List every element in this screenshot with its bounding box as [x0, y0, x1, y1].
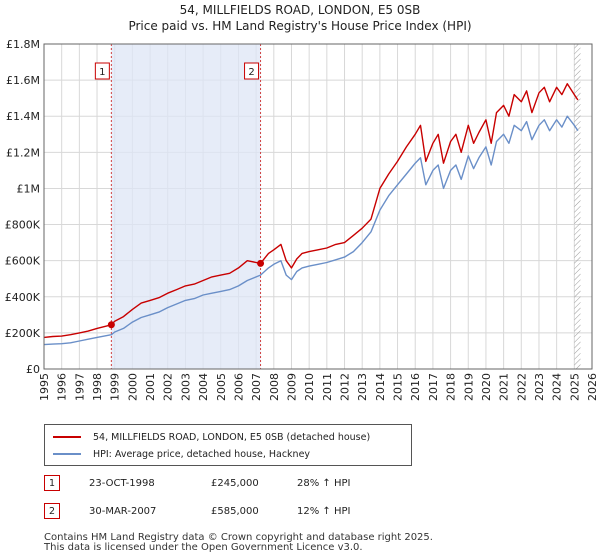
y-tick-label: £1.6M: [6, 74, 40, 87]
x-tick-label: 2009: [285, 373, 298, 401]
transaction-hpi: 28% ↑ HPI: [297, 477, 351, 489]
x-tick-label: 2011: [321, 373, 334, 401]
chart-title: 54, MILLFIELDS ROAD, LONDON, E5 0SB: [179, 3, 421, 17]
x-tick-label: 2020: [480, 373, 493, 401]
transaction-marker-box: [94, 62, 110, 80]
y-tick-label: £200K: [5, 327, 41, 340]
y-tick-label: £800K: [5, 219, 41, 232]
x-tick-label: 2007: [250, 373, 263, 401]
x-tick-label: 2017: [427, 373, 440, 401]
transaction-hpi: 12% ↑ HPI: [297, 505, 351, 517]
y-tick-label: £1.8M: [6, 38, 40, 51]
footer-copyright: Contains HM Land Registry data © Crown c…: [44, 532, 433, 543]
ownership-period-shading: [111, 44, 261, 369]
legend-item-property: 54, MILLFIELDS ROAD, LONDON, E5 0SB (det…: [53, 430, 370, 444]
x-tick-label: 2008: [268, 373, 281, 401]
sale-point: [107, 321, 115, 329]
chart-subtitle: Price paid vs. HM Land Registry's House …: [128, 19, 472, 33]
y-tick-label: £600K: [5, 255, 41, 268]
price-chart: 1 2 £0 £200K £400K £600K £800K £1M £1.2M £1.4M £1…: [5, 38, 599, 401]
property-price-line: [43, 82, 579, 339]
x-tick-label: 2002: [162, 373, 175, 401]
legend-item-hpi: HPI: Average price, detached house, Hack…: [53, 447, 310, 461]
x-tick-label: 2018: [445, 373, 458, 401]
hpi-line: [43, 115, 579, 346]
x-tick-label: 2014: [374, 373, 387, 401]
x-tick-label: 2005: [215, 373, 228, 401]
y-tick-label: £400K: [5, 291, 41, 304]
footer-licence: This data is licensed under the Open Gov…: [44, 542, 363, 553]
x-tick-label: 2003: [179, 373, 192, 401]
x-tick-label: 1996: [56, 373, 69, 401]
chart-legend: 54, MILLFIELDS ROAD, LONDON, E5 0SB (det…: [44, 424, 412, 466]
transaction-date: 23-OCT-1998: [89, 477, 155, 489]
legend-label-hpi: HPI: Average price, detached house, Hack…: [93, 448, 311, 460]
legend-label-property: 54, MILLFIELDS ROAD, LONDON, E5 0SB (det…: [93, 431, 371, 443]
x-tick-label: 1999: [109, 373, 122, 401]
transaction-badge: 1: [44, 475, 60, 491]
transaction-price: £585,000: [211, 505, 259, 517]
future-hatch: [574, 44, 581, 369]
x-tick-label: 2026: [586, 373, 599, 401]
x-tick-label: 2013: [356, 373, 369, 401]
transaction-price: £245,000: [211, 477, 259, 489]
x-tick-label: 2015: [392, 373, 405, 401]
y-tick-label: £1M: [17, 182, 41, 195]
transaction-date: 30-MAR-2007: [89, 505, 157, 517]
x-tick-label: 2025: [568, 373, 581, 401]
plot-border: [43, 43, 593, 370]
transaction-marker-label: 2: [248, 67, 254, 78]
x-tick-label: 2004: [197, 373, 210, 401]
transaction-marker-box: [244, 62, 260, 80]
x-tick-label: 1997: [73, 373, 86, 401]
x-tick-label: 2023: [533, 373, 546, 401]
y-tick-label: £1.4M: [6, 110, 40, 123]
x-tick-label: 2001: [144, 373, 157, 401]
transaction-badge: 2: [44, 503, 60, 519]
x-tick-label: 2000: [126, 373, 139, 401]
x-tick-label: 1998: [91, 373, 104, 401]
y-tick-label: £0: [26, 363, 40, 376]
sale-point: [257, 259, 265, 267]
x-tick-label: 2012: [339, 373, 352, 401]
transaction-row: 1 23-OCT-1998 £245,000 28% ↑ HPI: [44, 474, 444, 492]
x-tick-label: 2021: [498, 373, 511, 401]
y-tick-label: £1.2M: [6, 146, 40, 159]
legend-swatch-red: [53, 436, 81, 438]
x-tick-label: 2024: [551, 373, 564, 401]
x-tick-label: 2019: [462, 373, 475, 401]
legend-swatch-blue: [53, 453, 81, 455]
x-tick-label: 2010: [303, 373, 316, 401]
x-tick-label: 2006: [232, 373, 245, 401]
x-tick-label: 1995: [38, 373, 51, 401]
transaction-marker-label: 1: [99, 67, 105, 78]
x-tick-label: 2022: [515, 373, 528, 401]
transaction-row: 2 30-MAR-2007 £585,000 12% ↑ HPI: [44, 502, 444, 520]
x-tick-label: 2016: [409, 373, 422, 401]
